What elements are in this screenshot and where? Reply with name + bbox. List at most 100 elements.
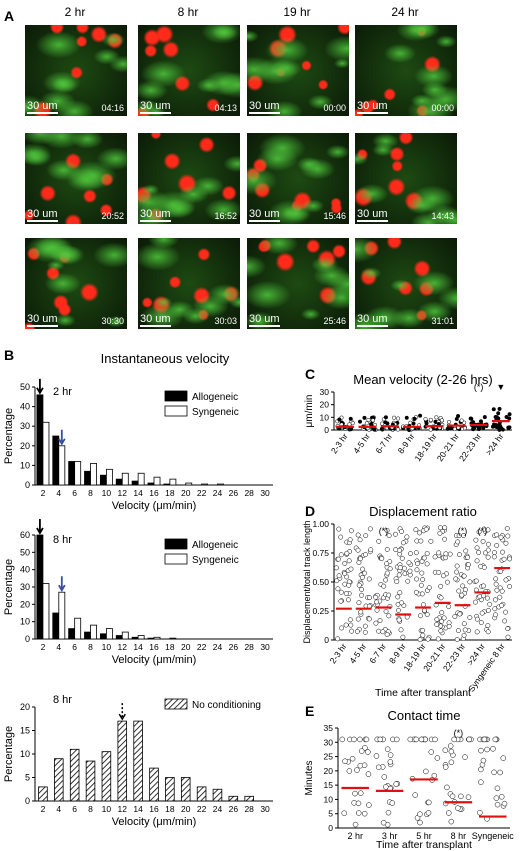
data-point — [335, 556, 341, 562]
y-tick-label: 10 — [20, 460, 30, 470]
data-point — [414, 567, 420, 573]
data-point — [476, 529, 482, 535]
y-tick-label: 50 — [20, 547, 30, 557]
data-point — [343, 590, 349, 596]
data-point — [357, 736, 363, 743]
x-tick-label: 28 — [244, 488, 254, 498]
bar — [38, 786, 48, 802]
data-point — [397, 565, 403, 571]
bar — [244, 795, 254, 802]
data-point — [346, 768, 353, 774]
data-point — [393, 781, 399, 787]
data-point — [438, 583, 444, 589]
data-point — [465, 794, 472, 800]
data-point — [386, 613, 392, 619]
x-tick-label: 12 — [118, 804, 128, 814]
data-point — [365, 749, 371, 755]
bar — [217, 483, 224, 486]
data-point — [342, 560, 348, 566]
data-point — [493, 612, 498, 618]
x-tick-label: Syngeneic — [472, 831, 515, 841]
data-point — [389, 800, 396, 806]
data-point — [346, 558, 352, 564]
data-point — [492, 736, 499, 743]
legend-swatch — [164, 405, 188, 417]
data-point — [477, 426, 482, 431]
x-tick-label: 24 — [213, 642, 223, 652]
timestamp: 00:00 — [323, 103, 346, 113]
data-point — [383, 609, 389, 614]
data-point — [373, 594, 379, 600]
data-point — [363, 533, 369, 539]
data-point — [481, 583, 486, 589]
x-tick-label: 28 — [244, 642, 254, 652]
y-tick-label: 30 — [320, 387, 330, 397]
scale-bar-label: 30 um — [249, 313, 280, 327]
data-point — [480, 757, 487, 764]
chart-title: Contact time — [388, 708, 461, 723]
data-point — [383, 577, 389, 583]
data-point — [366, 616, 372, 622]
data-point — [507, 556, 513, 562]
data-point — [481, 526, 487, 532]
data-point — [442, 525, 448, 531]
data-point — [408, 551, 413, 557]
data-point — [434, 616, 440, 622]
y-tick-label: 0.25 — [312, 606, 329, 616]
data-point — [456, 533, 462, 539]
data-point — [373, 620, 379, 626]
x-tick-label: 22-23 hr — [457, 431, 483, 463]
data-point — [355, 547, 361, 553]
data-point — [452, 614, 458, 619]
x-tick-label: 22 — [197, 804, 207, 814]
data-point — [406, 560, 412, 566]
data-point — [474, 545, 480, 551]
data-point — [379, 556, 385, 561]
x-tick-label: 12 — [118, 642, 128, 652]
data-point — [352, 790, 358, 797]
data-point — [339, 625, 345, 631]
data-point — [485, 608, 491, 613]
data-point — [392, 531, 398, 537]
data-point — [446, 604, 452, 610]
data-point — [384, 632, 390, 637]
data-point — [346, 582, 352, 588]
data-point — [386, 533, 392, 539]
data-point — [395, 427, 401, 432]
x-tick-label: 24 — [213, 488, 223, 498]
data-point — [492, 550, 497, 556]
data-point — [462, 627, 468, 633]
data-point — [497, 406, 502, 411]
data-point — [397, 590, 403, 596]
timestamp: 04:13 — [214, 103, 237, 113]
data-point — [366, 576, 372, 582]
y-tick-label: 5 — [25, 773, 30, 783]
x-tick-label: 2 hr — [347, 831, 363, 841]
data-point — [493, 795, 500, 801]
y-tick-label: 10 — [320, 412, 330, 422]
bar — [117, 720, 128, 802]
arrow-syngeneic — [58, 576, 66, 592]
data-point — [363, 736, 370, 743]
y-tick-label: 0 — [324, 635, 329, 645]
data-point — [461, 632, 467, 638]
data-point — [383, 415, 388, 420]
data-point — [492, 606, 498, 612]
bar — [90, 624, 97, 640]
x-tick-label: 4 — [56, 488, 61, 498]
significance-annotation: (*) — [379, 526, 389, 536]
chart-time-label: 8 hr — [53, 534, 72, 546]
y-tick-label: 10 — [20, 749, 30, 759]
data-point — [459, 418, 464, 423]
data-point — [405, 578, 411, 584]
y-axis-label: Minutes — [304, 760, 315, 795]
data-point — [358, 748, 365, 754]
data-point — [384, 746, 391, 752]
data-point — [478, 766, 484, 773]
data-point — [370, 418, 375, 423]
data-point — [347, 617, 353, 623]
x-tick-label: 6 — [72, 804, 77, 814]
data-point — [446, 419, 452, 425]
bar — [153, 476, 161, 486]
y-axis-label: Percentage — [3, 559, 15, 615]
